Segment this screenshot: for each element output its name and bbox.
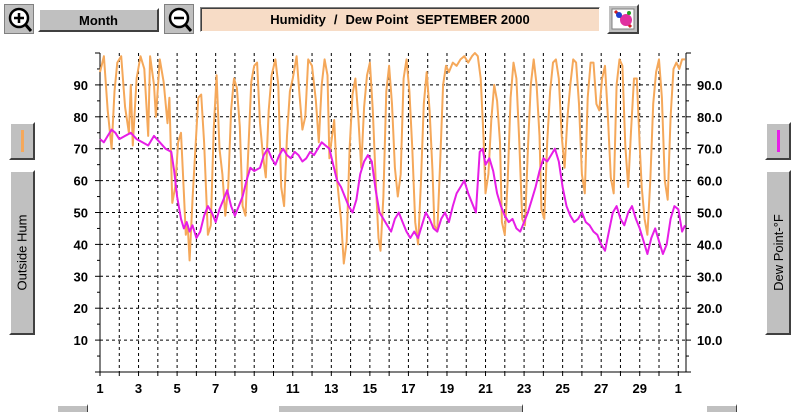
title-period: SEPTEMBER 2000 — [416, 12, 530, 27]
x-tick-label: 3 — [135, 381, 142, 396]
scroll-left-button[interactable] — [56, 404, 88, 412]
x-tick-label: 25 — [555, 381, 569, 396]
right-tick-label: 90.0 — [697, 78, 722, 93]
x-tick-label: 17 — [401, 381, 415, 396]
magnifier-minus-icon — [168, 7, 193, 32]
right-tick-label: 50.0 — [697, 206, 722, 221]
x-tick-label: 9 — [251, 381, 258, 396]
left-tick-label: 60 — [74, 174, 88, 189]
x-tick-label: 19 — [440, 381, 454, 396]
x-tick-label: 29 — [633, 381, 647, 396]
x-tick-label: 1 — [675, 381, 682, 396]
left-tick-label: 20 — [74, 301, 88, 316]
left-y-ticks: 10 20 30 40 50 60 70 80 90 — [74, 78, 88, 348]
right-tick-label: 60.0 — [697, 174, 722, 189]
series-line — [99, 128, 686, 255]
right-tick-label: 10.0 — [697, 333, 722, 348]
right-tick-label: 70.0 — [697, 142, 722, 157]
x-tick-label: 27 — [594, 381, 608, 396]
x-tick-label: 1 — [96, 381, 103, 396]
right-series-key[interactable] — [765, 122, 791, 160]
series-line — [99, 52, 685, 265]
right-tick-label: 40.0 — [697, 237, 722, 252]
chart-series — [99, 52, 686, 265]
right-axis-label-button[interactable]: Dew Point-°F — [765, 170, 791, 335]
left-tick-label: 30 — [74, 269, 88, 284]
x-tick-label: 11 — [286, 381, 300, 396]
chart-title: Humidity / Dew Point SEPTEMBER 2000 — [200, 7, 600, 32]
title-separator: / — [333, 12, 338, 27]
x-tick-label: 7 — [212, 381, 219, 396]
left-tick-label: 10 — [74, 333, 88, 348]
left-tick-label: 50 — [74, 206, 88, 221]
x-tick-label: 13 — [324, 381, 338, 396]
right-tick-label: 80.0 — [697, 110, 722, 125]
period-button-label: Month — [79, 12, 118, 28]
zoom-out-button[interactable] — [164, 4, 194, 34]
x-tick-label: 5 — [173, 381, 180, 396]
right-tick-label: 20.0 — [697, 301, 722, 316]
x-tick-label: 21 — [478, 381, 492, 396]
zoom-in-button[interactable] — [4, 4, 34, 34]
right-series-swatch — [777, 130, 780, 152]
scroll-thumb[interactable] — [277, 404, 523, 412]
title-left: Humidity — [270, 12, 326, 27]
period-button[interactable]: Month — [38, 8, 159, 32]
magnifier-plus-icon — [8, 7, 33, 32]
x-tick-label: 23 — [517, 381, 531, 396]
left-tick-label: 70 — [74, 142, 88, 157]
x-tick-label: 15 — [363, 381, 377, 396]
left-tick-label: 80 — [74, 110, 88, 125]
right-y-ticks: 10.0 20.0 30.0 40.0 50.0 60.0 70.0 80.0 90.0 — [697, 78, 722, 348]
left-axis-label-button[interactable]: Outside Hum — [9, 170, 35, 335]
chart-grid — [100, 53, 686, 372]
left-series-key[interactable] — [9, 122, 35, 160]
scroll-right-button[interactable] — [705, 404, 737, 412]
right-tick-label: 30.0 — [697, 269, 722, 284]
chart-axes — [95, 52, 691, 376]
title-right: Dew Point — [345, 12, 409, 27]
paint-button[interactable] — [607, 4, 639, 34]
left-tick-label: 40 — [74, 237, 88, 252]
left-series-swatch — [21, 130, 24, 152]
left-tick-label: 90 — [74, 78, 88, 93]
paint-palette-icon — [611, 8, 635, 30]
x-ticks: 1 3 5 7 9 11 13 15 17 19 21 23 25 27 29 1 — [96, 381, 682, 396]
